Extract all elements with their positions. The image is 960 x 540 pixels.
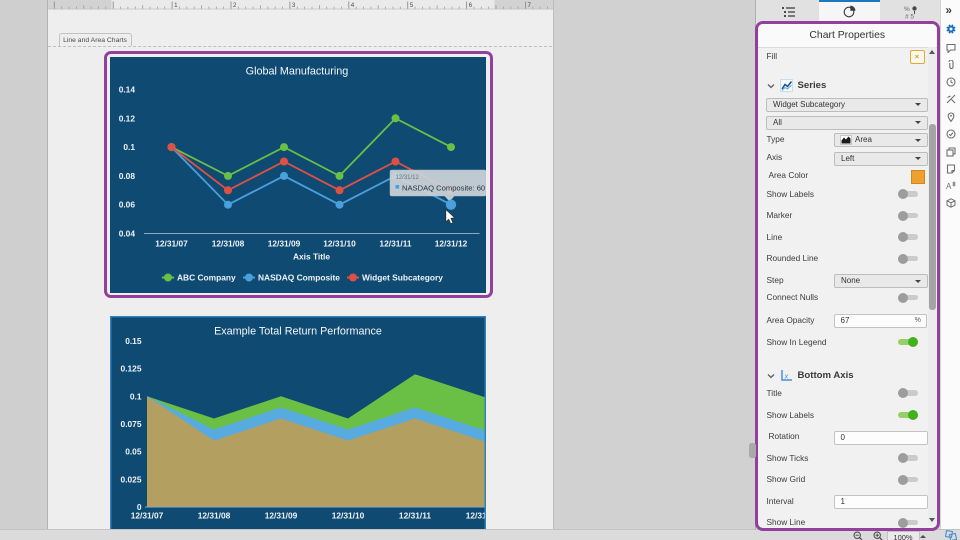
svg-text:0.08: 0.08 bbox=[118, 170, 135, 180]
svg-text:0.04: 0.04 bbox=[118, 228, 135, 238]
svg-text:0.1: 0.1 bbox=[130, 391, 142, 401]
svg-text:0.14: 0.14 bbox=[118, 84, 135, 94]
svg-text:1: 1 bbox=[174, 2, 178, 9]
svg-text:Widget Subcategory: Widget Subcategory bbox=[362, 272, 443, 282]
svg-text:Example Total Return Performan: Example Total Return Performance bbox=[214, 326, 382, 338]
svg-text:0: 0 bbox=[137, 502, 142, 512]
svg-text:0.1: 0.1 bbox=[123, 142, 135, 152]
svg-text:12/31/10: 12/31/10 bbox=[323, 238, 356, 248]
svg-text:0.12: 0.12 bbox=[118, 113, 135, 123]
svg-text:x: x bbox=[783, 372, 788, 381]
svg-text:12/31/09: 12/31/09 bbox=[265, 511, 298, 521]
svg-text:12/31/10: 12/31/10 bbox=[332, 511, 365, 521]
svg-text:A: A bbox=[946, 182, 952, 191]
svg-text:Global Manufacturing: Global Manufacturing bbox=[245, 65, 348, 77]
svg-text:4: 4 bbox=[350, 2, 354, 9]
svg-text:NASDAQ Composite: NASDAQ Composite bbox=[258, 272, 340, 282]
svg-text:0.025: 0.025 bbox=[121, 474, 142, 484]
svg-text:NASDAQ Composite: 60: NASDAQ Composite: 60 bbox=[402, 183, 485, 192]
svg-text:3: 3 bbox=[291, 2, 295, 9]
svg-text:12/31/07: 12/31/07 bbox=[155, 238, 188, 248]
svg-text:0.075: 0.075 bbox=[121, 419, 142, 429]
svg-text:12/31/08: 12/31/08 bbox=[198, 511, 231, 521]
svg-text:6: 6 bbox=[468, 2, 472, 9]
svg-text:5: 5 bbox=[409, 2, 413, 9]
svg-text:12/31/12: 12/31/12 bbox=[395, 175, 419, 181]
svg-text:%: % bbox=[904, 6, 910, 13]
svg-text:12/31/08: 12/31/08 bbox=[211, 238, 244, 248]
svg-text:0.15: 0.15 bbox=[125, 336, 142, 346]
svg-text:12/31/11: 12/31/11 bbox=[399, 511, 431, 521]
svg-text:12/31/12: 12/31/12 bbox=[466, 511, 486, 521]
svg-text:ABC Company: ABC Company bbox=[177, 272, 236, 282]
svg-text:0.125: 0.125 bbox=[121, 364, 142, 374]
svg-text:# 5: # 5 bbox=[905, 13, 914, 19]
svg-text:0.06: 0.06 bbox=[118, 199, 135, 209]
svg-text:2: 2 bbox=[233, 2, 237, 9]
svg-text:12/31/12: 12/31/12 bbox=[434, 238, 467, 248]
svg-text:12/31/07: 12/31/07 bbox=[131, 511, 164, 521]
svg-text:12/31/11: 12/31/11 bbox=[379, 238, 411, 248]
svg-text:7: 7 bbox=[527, 2, 531, 9]
svg-text:0.05: 0.05 bbox=[125, 447, 142, 457]
svg-text:12/31/09: 12/31/09 bbox=[267, 238, 300, 248]
svg-text:Axis Title: Axis Title bbox=[292, 251, 329, 261]
